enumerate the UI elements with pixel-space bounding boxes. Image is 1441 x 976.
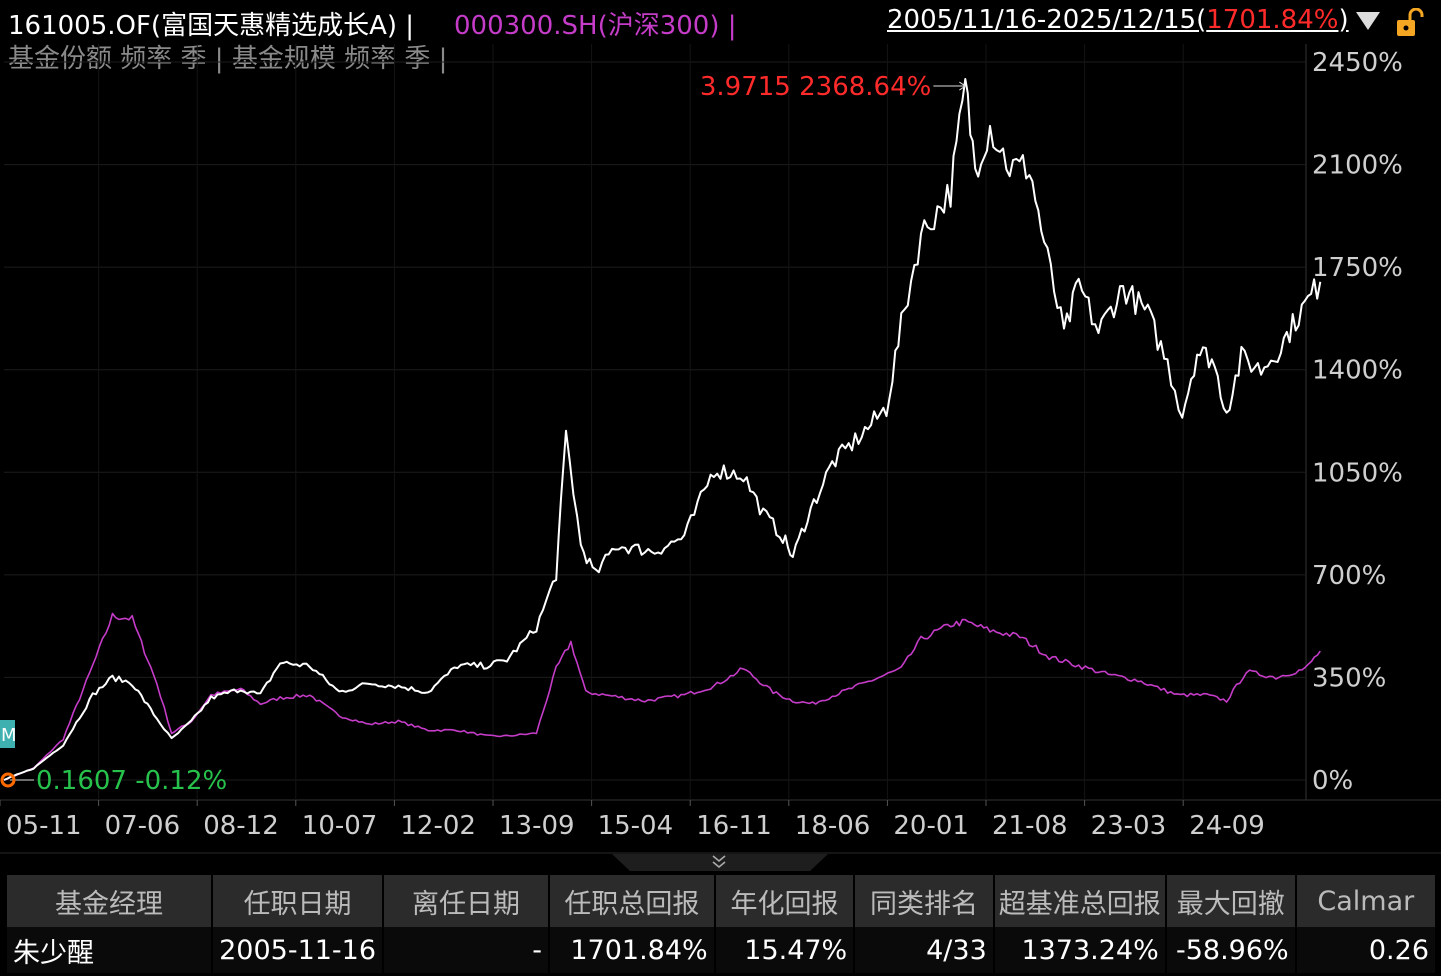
double-chevron-down-icon[interactable] xyxy=(712,855,726,869)
x-tick-label: 16-11 xyxy=(696,811,772,841)
performance-chart[interactable]: 2450% 2100% 1750% 1400% 1050% 700% 350% 0% 05-1… xyxy=(0,44,1441,850)
table-header-row: 基金经理 任职日期 离任日期 任职总回报 年化回报 同类排名 超基准总回报 最大… xyxy=(7,875,1438,927)
manager-marker[interactable] xyxy=(0,720,15,748)
x-tick-label: 18-06 xyxy=(795,811,871,841)
cell-start-date: 2005-11-16 xyxy=(212,927,385,973)
y-tick-label: 1050% xyxy=(1312,458,1403,488)
table-row[interactable]: 朱少醒 2005-11-16 - 1701.84% 15.47% 4/33 13… xyxy=(7,927,1438,973)
start-point-marker[interactable] xyxy=(0,772,16,788)
header-excess-return[interactable]: 超基准总回报 xyxy=(993,875,1167,927)
header-calmar[interactable]: Calmar xyxy=(1295,875,1438,927)
x-tick-label: 24-09 xyxy=(1189,811,1265,841)
x-tick-label: 15-04 xyxy=(598,811,674,841)
expand-panel-bar[interactable] xyxy=(0,850,1441,872)
header-total-return[interactable]: 任职总回报 xyxy=(549,875,716,927)
header-peer-rank[interactable]: 同类排名 xyxy=(854,875,995,927)
header-max-drawdown[interactable]: 最大回撤 xyxy=(1165,875,1297,927)
series-line-fund[interactable] xyxy=(3,78,1322,781)
x-tick-label: 23-03 xyxy=(1091,811,1167,841)
y-tick-label: 2450% xyxy=(1312,48,1403,78)
cell-end-date: - xyxy=(383,927,550,973)
benchmark-title[interactable]: 000300.SH(沪深300) | xyxy=(454,11,737,41)
range-return: 1701.84% xyxy=(1206,5,1339,35)
x-tick-label: 05-11 xyxy=(6,811,82,841)
cell-calmar: 0.26 xyxy=(1295,927,1438,973)
y-tick-label: 350% xyxy=(1312,663,1386,693)
x-tick-label: 07-06 xyxy=(105,811,181,841)
y-axis: 2450% 2100% 1750% 1400% 1050% 700% 350% 0% xyxy=(1312,48,1403,796)
y-tick-label: 1750% xyxy=(1312,253,1403,283)
start-annotation: 0.1607 -0.12% xyxy=(36,766,227,796)
header-end-date[interactable]: 离任日期 xyxy=(383,875,550,927)
x-tick-label: 10-07 xyxy=(302,811,378,841)
x-tick-label: 13-09 xyxy=(499,811,575,841)
series-line-benchmark[interactable] xyxy=(3,612,1321,781)
y-tick-label: 2100% xyxy=(1312,151,1403,181)
chart-header: 161005.OF(富国天惠精选成长A) | 000300.SH(沪深300) … xyxy=(0,0,1441,44)
chart-annotations: 3.9715 2368.64% 0.1607 -0.12% M xyxy=(0,72,967,796)
x-tick-label: 12-02 xyxy=(400,811,476,841)
cell-max-drawdown: -58.96% xyxy=(1165,927,1297,973)
chart-grid xyxy=(0,44,1441,801)
peak-annotation: 3.9715 2368.64% xyxy=(700,72,931,102)
x-axis: 05-11 07-06 08-12 10-07 12-02 13-09 15-04 16-11… xyxy=(0,800,1265,841)
y-tick-label: 700% xyxy=(1312,561,1386,591)
header-manager[interactable]: 基金经理 xyxy=(7,875,214,927)
x-tick-label: 21-08 xyxy=(992,811,1068,841)
manager-marker-label: M xyxy=(1,725,17,746)
y-tick-label: 1400% xyxy=(1312,356,1403,386)
date-range-label: 2005/11/16-2025/12/15( xyxy=(887,5,1207,35)
header-start-date[interactable]: 任职日期 xyxy=(212,875,385,927)
unlock-icon[interactable] xyxy=(1396,8,1424,38)
fund-title[interactable]: 161005.OF(富国天惠精选成长A) | xyxy=(8,11,415,41)
date-range[interactable]: 2005/11/16-2025/12/15(1701.84%) xyxy=(887,5,1349,35)
arrow-right-icon xyxy=(959,81,967,91)
cell-manager[interactable]: 朱少醒 xyxy=(7,927,214,973)
series-lines xyxy=(3,78,1322,781)
cell-peer-rank: 4/33 xyxy=(854,927,995,973)
fund-size-toolbar[interactable]: 基金份额 频率 季 | 基金规模 频率 季 | xyxy=(8,44,448,74)
header-annual-return[interactable]: 年化回报 xyxy=(714,875,856,927)
x-tick-label: 20-01 xyxy=(893,811,969,841)
cell-annual-return: 15.47% xyxy=(714,927,856,973)
fund-manager-table: 基金经理 任职日期 离任日期 任职总回报 年化回报 同类排名 超基准总回报 最大… xyxy=(7,875,1438,973)
date-range-close: ) xyxy=(1338,5,1349,35)
y-tick-label: 0% xyxy=(1312,766,1353,796)
x-tick-label: 08-12 xyxy=(203,811,279,841)
dropdown-triangle-icon[interactable] xyxy=(1356,12,1380,30)
cell-excess-return: 1373.24% xyxy=(993,927,1167,973)
cell-total-return: 1701.84% xyxy=(549,927,716,973)
